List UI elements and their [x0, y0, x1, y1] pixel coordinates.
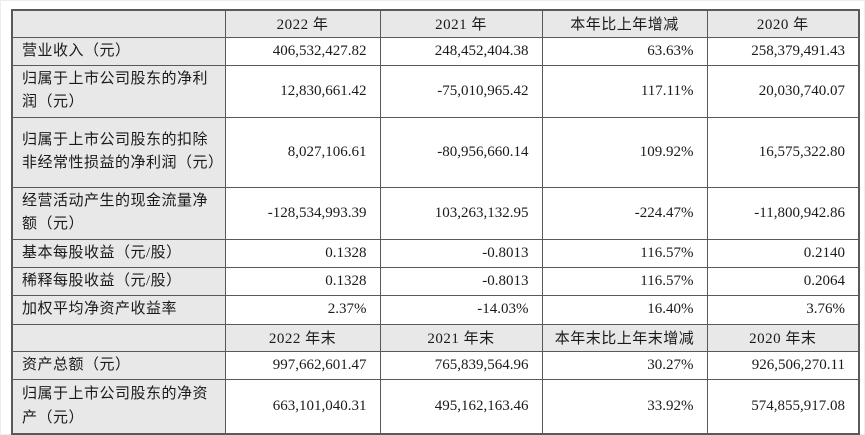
header-blank: [11, 323, 226, 352]
cell-yoy: -224.47%: [541, 186, 708, 240]
row-label: 归属于上市公司股东的净利润（元）: [11, 64, 226, 118]
cell-2022-end: 663,101,040.31: [224, 378, 381, 435]
cell-2021-end: 765,839,564.96: [379, 350, 543, 380]
row-label: 基本每股收益（元/股）: [11, 238, 226, 269]
header-2022-end: 2022 年末: [224, 323, 381, 352]
cell-2022: 0.1328: [224, 238, 381, 269]
row-label: 营业收入（元）: [11, 36, 226, 66]
row-label: 加权平均净资产收益率: [11, 295, 226, 325]
header-2022: 2022 年: [224, 9, 381, 38]
cell-2021: -75,010,965.42: [379, 64, 543, 118]
cell-2022: -128,534,993.39: [224, 186, 381, 240]
cell-2020-end: 926,506,270.11: [706, 350, 860, 380]
row-label: 归属于上市公司股东的净资产（元）: [11, 378, 226, 435]
cell-end-yoy: 33.92%: [541, 378, 708, 435]
cell-2021: 103,263,132.95: [379, 186, 543, 240]
cell-2021: -14.03%: [379, 295, 543, 325]
header-2020-end: 2020 年末: [706, 323, 860, 352]
table-row-basic-eps: 基本每股收益（元/股） 0.1328 -0.8013 116.57% 0.214…: [11, 238, 860, 269]
cell-yoy: 116.57%: [541, 238, 708, 269]
table-row-diluted-eps: 稀释每股收益（元/股） 0.1328 -0.8013 116.57% 0.206…: [11, 266, 860, 297]
table-row-revenue: 营业收入（元） 406,532,427.82 248,452,404.38 63…: [11, 36, 860, 66]
table-row-net-profit: 归属于上市公司股东的净利润（元） 12,830,661.42 -75,010,9…: [11, 64, 860, 118]
cell-yoy: 109.92%: [541, 116, 708, 188]
cell-end-yoy: 30.27%: [541, 350, 708, 380]
header-2021: 2021 年: [379, 9, 543, 38]
cell-2020: 0.2064: [706, 266, 860, 297]
table-row-net-profit-excl-nonrecurring: 归属于上市公司股东的扣除非经常性损益的净利润（元） 8,027,106.61 -…: [11, 116, 860, 188]
cell-2020: -11,800,942.86: [706, 186, 860, 240]
cell-2022-end: 997,662,601.47: [224, 350, 381, 380]
cell-2021: -0.8013: [379, 266, 543, 297]
cell-2022: 406,532,427.82: [224, 36, 381, 66]
cell-2021: -0.8013: [379, 238, 543, 269]
cell-2020: 258,379,491.43: [706, 36, 860, 66]
cell-2020-end: 574,855,917.08: [706, 378, 860, 435]
cell-yoy: 117.11%: [541, 64, 708, 118]
table-row-weighted-avg-roe: 加权平均净资产收益率 2.37% -14.03% 16.40% 3.76%: [11, 295, 860, 325]
row-label: 稀释每股收益（元/股）: [11, 266, 226, 297]
table-row-net-assets: 归属于上市公司股东的净资产（元） 663,101,040.31 495,162,…: [11, 378, 860, 435]
header-2020: 2020 年: [706, 9, 860, 38]
row-label: 资产总额（元）: [11, 350, 226, 380]
cell-yoy: 116.57%: [541, 266, 708, 297]
cell-2020: 0.2140: [706, 238, 860, 269]
row-label: 归属于上市公司股东的扣除非经常性损益的净利润（元）: [11, 116, 226, 188]
header-row-annual: 2022 年 2021 年 本年比上年增减 2020 年: [11, 9, 860, 38]
header-2021-end: 2021 年末: [379, 323, 543, 352]
table-row-total-assets: 资产总额（元） 997,662,601.47 765,839,564.96 30…: [11, 350, 860, 380]
header-row-period-end: 2022 年末 2021 年末 本年末比上年末增减 2020 年末: [11, 323, 860, 352]
header-blank: [11, 9, 226, 38]
cell-2020: 20,030,740.07: [706, 64, 860, 118]
cell-2020: 3.76%: [706, 295, 860, 325]
table-row-operating-cash-flow: 经营活动产生的现金流量净额（元） -128,534,993.39 103,263…: [11, 186, 860, 240]
header-end-yoy-change: 本年末比上年末增减: [541, 323, 708, 352]
cell-yoy: 16.40%: [541, 295, 708, 325]
cell-2022: 0.1328: [224, 266, 381, 297]
cell-2022: 2.37%: [224, 295, 381, 325]
cell-yoy: 63.63%: [541, 36, 708, 66]
row-label: 经营活动产生的现金流量净额（元）: [11, 186, 226, 240]
header-yoy-change: 本年比上年增减: [541, 9, 708, 38]
cell-2021-end: 495,162,163.46: [379, 378, 543, 435]
cell-2022: 12,830,661.42: [224, 64, 381, 118]
cell-2022: 8,027,106.61: [224, 116, 381, 188]
key-accounting-data-table: 2022 年 2021 年 本年比上年增减 2020 年 营业收入（元） 406…: [11, 9, 860, 435]
cell-2021: -80,956,660.14: [379, 116, 543, 188]
cell-2020: 16,575,322.80: [706, 116, 860, 188]
cell-2021: 248,452,404.38: [379, 36, 543, 66]
